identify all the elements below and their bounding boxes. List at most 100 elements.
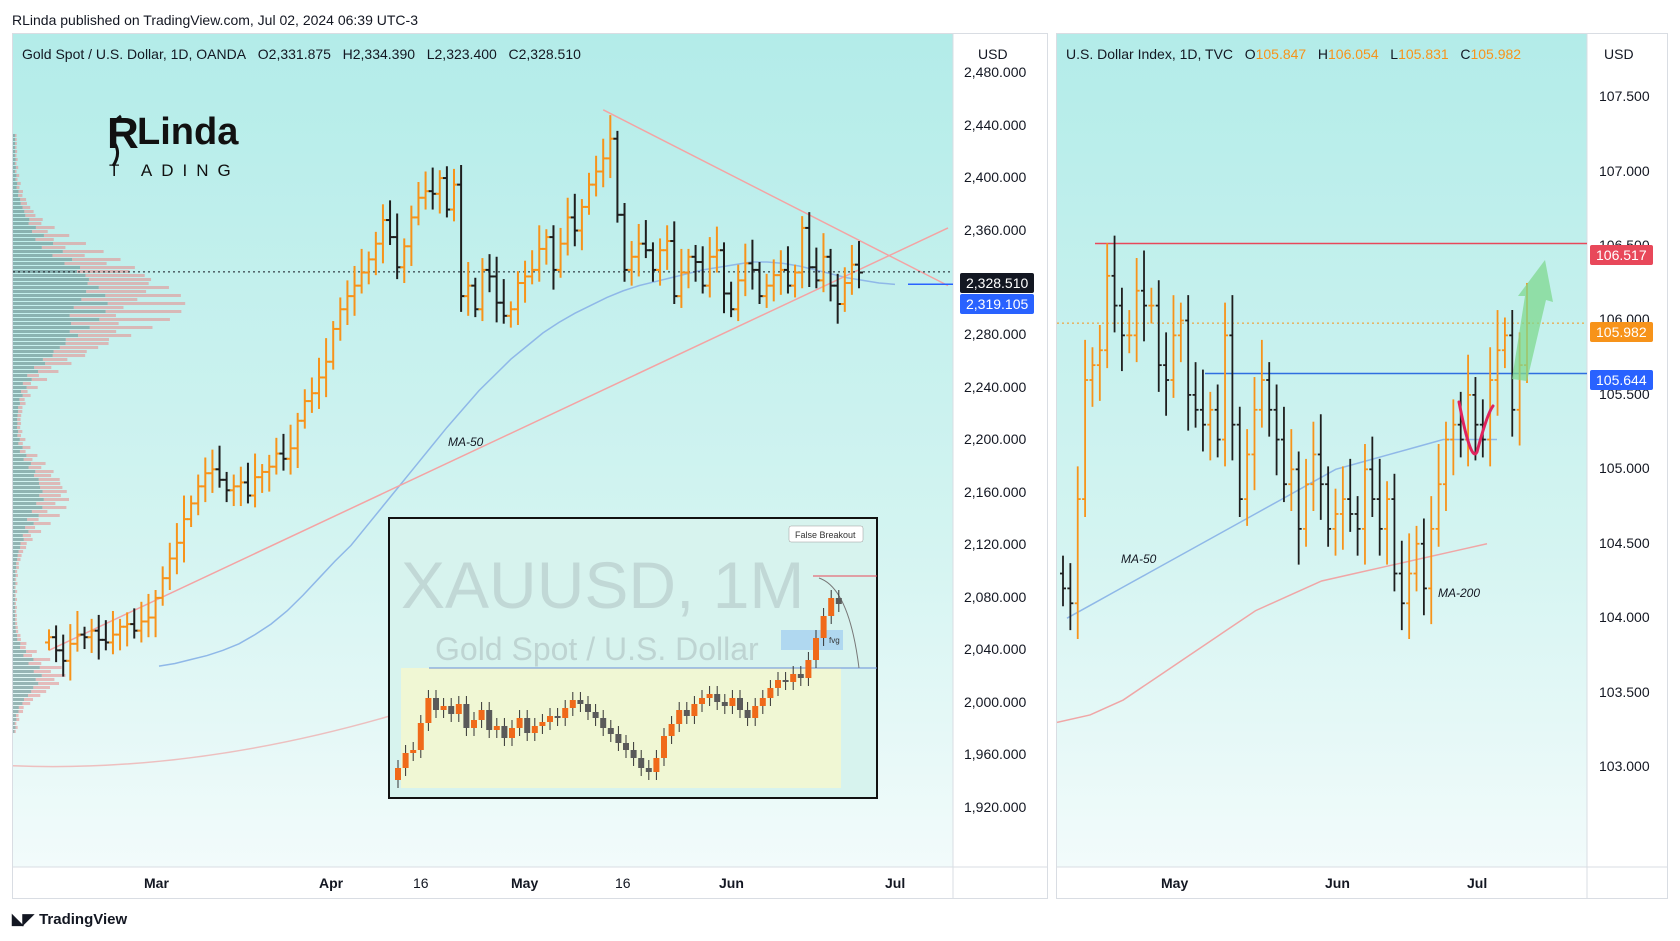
gold-open-label: O bbox=[257, 46, 269, 62]
volume-profile-bar bbox=[13, 382, 23, 385]
volume-profile-bar bbox=[31, 378, 48, 381]
volume-profile-bar bbox=[13, 694, 29, 697]
volume-profile-bar bbox=[13, 286, 99, 289]
tradingview-footer[interactable]: ◣◤ TradingView bbox=[12, 910, 127, 929]
gold-chart-canvas[interactable]: XAUUSD, 1M Gold Spot / U.S. Dollar fvg Fals… bbox=[13, 34, 1048, 899]
volume-profile-bar bbox=[13, 142, 16, 145]
dxy-ohlc-bar bbox=[1494, 310, 1501, 416]
volume-profile-bar bbox=[13, 558, 18, 561]
volume-profile-bar bbox=[14, 578, 17, 581]
volume-profile-bar bbox=[13, 234, 44, 237]
dxy-ohlc-bar bbox=[1332, 488, 1339, 556]
inset-candle bbox=[775, 672, 781, 696]
inset-candle bbox=[448, 698, 455, 722]
inset-candle bbox=[577, 692, 584, 712]
volume-profile-bar bbox=[13, 638, 18, 641]
volume-profile-bar bbox=[13, 518, 28, 521]
inset-candle bbox=[706, 686, 713, 706]
gold-close-label: C bbox=[508, 46, 519, 62]
volume-profile-bar bbox=[13, 230, 33, 233]
gold-price-bars bbox=[45, 115, 863, 681]
volume-profile-bar bbox=[17, 422, 22, 425]
volume-profile-bar bbox=[86, 290, 147, 293]
volume-profile-bar bbox=[13, 414, 18, 417]
volume-profile-bar bbox=[13, 134, 15, 137]
dxy-ohlc-bar bbox=[1450, 399, 1457, 476]
volume-profile-bar bbox=[53, 242, 86, 245]
volume-profile-bar bbox=[13, 222, 29, 225]
volume-profile-bar bbox=[13, 210, 25, 213]
inset-candle bbox=[607, 720, 614, 742]
gold-close: 2,328.510 bbox=[518, 46, 581, 62]
inset-candle bbox=[569, 692, 576, 716]
volume-profile-bar bbox=[15, 178, 18, 181]
gold-ohlc-bar bbox=[855, 241, 863, 289]
volume-profile-bar bbox=[13, 446, 23, 449]
volume-profile-bar bbox=[14, 586, 16, 589]
gold-time-tick: May bbox=[511, 875, 539, 891]
volume-profile-bar bbox=[13, 654, 24, 657]
dxy-ohlc-bar bbox=[1295, 451, 1302, 565]
volume-profile-bar bbox=[13, 366, 35, 369]
volume-profile-bar bbox=[45, 362, 72, 365]
svg-text:Linda: Linda bbox=[137, 111, 239, 153]
gold-high-label: H bbox=[342, 46, 353, 62]
volume-profile-bar bbox=[13, 246, 42, 249]
inset-candle bbox=[440, 698, 447, 718]
inset-candle bbox=[562, 700, 569, 726]
volume-profile-bar bbox=[43, 234, 70, 237]
volume-profile-bar bbox=[13, 158, 16, 161]
volume-profile-bar bbox=[13, 406, 19, 409]
volume-profile-bar bbox=[13, 258, 73, 261]
volume-profile-bar bbox=[13, 386, 27, 389]
dxy-ohlc-bar bbox=[1067, 563, 1074, 631]
volume-profile-bar bbox=[87, 282, 149, 285]
inset-candle bbox=[797, 666, 804, 686]
dxy-ohlc-bar bbox=[1207, 391, 1214, 461]
dxy-time-tick: Jul bbox=[1467, 875, 1488, 891]
volume-profile-bar bbox=[39, 494, 61, 497]
volume-profile-bar bbox=[36, 502, 56, 505]
dxy-ma50-line bbox=[1066, 438, 1497, 619]
volume-profile-bar bbox=[13, 706, 19, 709]
inset-candle bbox=[835, 590, 842, 612]
volume-profile-bar bbox=[13, 462, 31, 465]
inset-candle bbox=[676, 702, 683, 732]
volume-profile-bar bbox=[15, 618, 17, 621]
volume-profile-bar bbox=[15, 622, 18, 625]
gold-currency-button[interactable]: USD bbox=[966, 40, 1047, 68]
dxy-ohlc-bar bbox=[1406, 533, 1413, 640]
volume-profile-bar bbox=[14, 146, 17, 149]
dxy-ohlc-bar bbox=[1185, 295, 1192, 431]
volume-profile-bar bbox=[13, 322, 72, 325]
svg-text:T ADING: T ADING bbox=[109, 161, 240, 180]
volume-profile-bar bbox=[13, 274, 86, 277]
volume-profile-bar bbox=[14, 730, 16, 733]
volume-profile-bar bbox=[28, 466, 42, 469]
gold-price-tick: 2,400.000 bbox=[964, 169, 1027, 186]
volume-profile-bar bbox=[23, 654, 32, 657]
inset-candle bbox=[820, 608, 827, 646]
volume-profile-bar bbox=[13, 426, 17, 429]
dxy-ohlc-bar bbox=[1442, 421, 1449, 512]
inset-candle bbox=[486, 702, 493, 738]
inset-candle bbox=[638, 750, 645, 776]
volume-profile-bar bbox=[15, 598, 18, 601]
volume-profile-bar bbox=[13, 546, 21, 549]
dxy-symbol: U.S. Dollar Index, 1D, TVC bbox=[1066, 46, 1234, 62]
volume-profile-bar bbox=[13, 634, 18, 637]
dxy-ma200-line bbox=[1057, 543, 1488, 724]
volume-profile-bar bbox=[13, 438, 20, 441]
volume-profile-bar bbox=[16, 426, 21, 429]
dxy-currency-button[interactable]: USD bbox=[1592, 40, 1667, 68]
dxy-chart-canvas[interactable] bbox=[1057, 34, 1668, 899]
volume-profile-bar bbox=[13, 554, 18, 557]
volume-profile-bar bbox=[16, 566, 19, 569]
volume-profile-bar bbox=[13, 538, 24, 541]
volume-profile-bar bbox=[24, 698, 34, 701]
gold-chart-panel[interactable]: XAUUSD, 1M Gold Spot / U.S. Dollar fvg Fals… bbox=[12, 33, 1048, 899]
dxy-ohlc-bar bbox=[1369, 436, 1376, 517]
volume-profile-bar bbox=[20, 642, 27, 645]
dxy-chart-panel[interactable]: U.S. Dollar Index, 1D, TVC O105.847 H106… bbox=[1056, 33, 1668, 899]
gold-time-tick: 16 bbox=[413, 875, 429, 891]
